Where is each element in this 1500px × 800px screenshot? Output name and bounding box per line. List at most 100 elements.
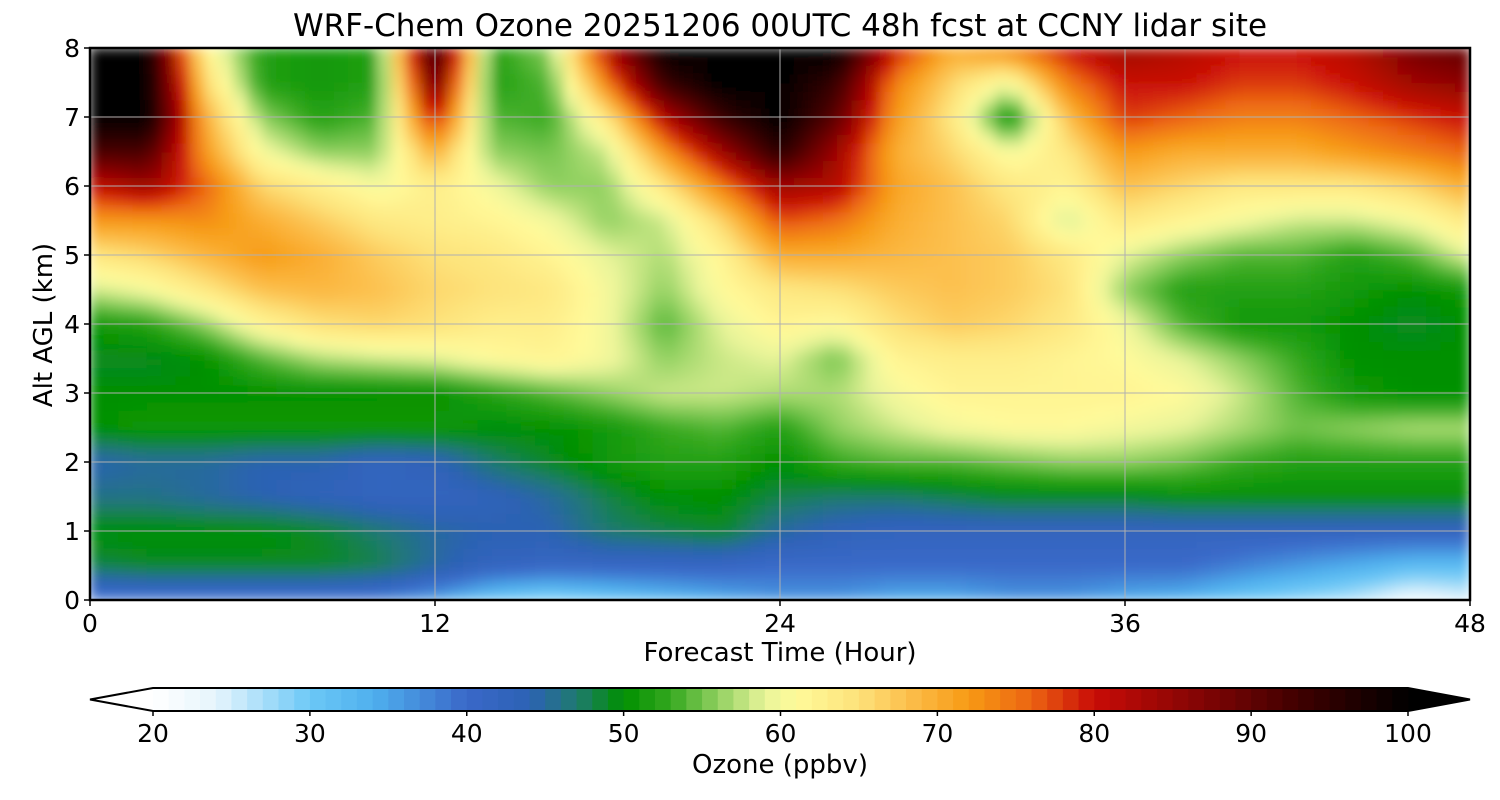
ozone-cell bbox=[1124, 470, 1140, 480]
ozone-cell bbox=[1066, 245, 1083, 256]
ozone-cell bbox=[908, 401, 925, 411]
ozone-cell bbox=[765, 392, 781, 403]
ozone-cell bbox=[333, 418, 350, 429]
ozone-cell bbox=[635, 521, 652, 532]
ozone-cell bbox=[923, 401, 939, 411]
ozone-cell bbox=[808, 280, 824, 291]
ozone-cell bbox=[851, 64, 867, 75]
ozone-cell bbox=[463, 133, 479, 144]
ozone-cell bbox=[506, 237, 522, 247]
ozone-cell bbox=[765, 159, 781, 170]
ozone-cell bbox=[664, 314, 680, 325]
ozone-cell bbox=[405, 90, 422, 101]
ozone-cell bbox=[664, 461, 680, 472]
ozone-cell bbox=[1110, 452, 1126, 463]
ozone-cell bbox=[664, 150, 680, 161]
ozone-cell bbox=[650, 168, 666, 178]
ozone-cell bbox=[146, 314, 163, 325]
ozone-cell bbox=[721, 107, 738, 118]
ozone-cell bbox=[90, 194, 105, 204]
ozone-cell bbox=[118, 194, 134, 204]
ozone-cell bbox=[894, 288, 910, 299]
ozone-cell bbox=[779, 349, 795, 360]
ozone-cell bbox=[1009, 159, 1025, 170]
ozone-cell bbox=[535, 288, 551, 299]
ozone-cell bbox=[520, 297, 537, 308]
ozone-cell bbox=[1110, 219, 1126, 230]
ozone-cell bbox=[880, 228, 896, 239]
ozone-cell bbox=[578, 73, 594, 84]
ozone-cell bbox=[233, 349, 249, 360]
ozone-cell bbox=[161, 133, 177, 144]
ozone-cell bbox=[1066, 194, 1083, 204]
ozone-cell bbox=[362, 340, 379, 351]
ozone-cell bbox=[276, 478, 292, 489]
ozone-cell bbox=[391, 392, 407, 403]
ozone-cell bbox=[880, 556, 896, 567]
ozone-cell bbox=[678, 116, 695, 127]
ozone-cell bbox=[621, 176, 637, 187]
ozone-cell bbox=[894, 487, 910, 498]
ozone-cell bbox=[1095, 185, 1112, 196]
ozone-cell bbox=[678, 90, 695, 101]
ozone-cell bbox=[822, 125, 839, 135]
ozone-cell bbox=[420, 64, 436, 75]
ozone-cell bbox=[376, 245, 393, 256]
ozone-cell bbox=[750, 461, 767, 472]
ozone-cell bbox=[103, 64, 120, 75]
ozone-cell bbox=[276, 254, 292, 265]
ozone-cell bbox=[851, 418, 867, 429]
ozone-cell bbox=[1153, 81, 1169, 92]
ozone-cell bbox=[1138, 470, 1155, 480]
ozone-cell bbox=[822, 539, 839, 549]
ozone-cell bbox=[1081, 435, 1097, 446]
ozone-cell bbox=[520, 573, 537, 584]
ozone-cell bbox=[506, 401, 522, 411]
ozone-cell bbox=[204, 228, 220, 239]
ozone-cell bbox=[1052, 56, 1069, 66]
ozone-cell bbox=[650, 521, 666, 532]
ozone-cell bbox=[391, 401, 407, 411]
ozone-cell bbox=[161, 176, 177, 187]
ozone-cell bbox=[305, 133, 321, 144]
ozone-cell bbox=[1110, 202, 1126, 213]
ozone-cell bbox=[463, 56, 479, 66]
ozone-cell bbox=[146, 556, 163, 567]
ozone-cell bbox=[233, 444, 249, 454]
ozone-cell bbox=[1081, 168, 1097, 178]
ozone-cell bbox=[348, 556, 364, 567]
ozone-cell bbox=[1110, 159, 1126, 170]
ozone-cell bbox=[463, 48, 479, 58]
ozone-cell bbox=[693, 357, 709, 368]
ozone-cell bbox=[233, 383, 249, 394]
ozone-cell bbox=[966, 116, 982, 127]
ozone-cell bbox=[808, 582, 824, 592]
ozone-cell bbox=[1196, 159, 1212, 170]
ozone-cell bbox=[865, 271, 882, 282]
ozone-cell bbox=[491, 383, 508, 394]
ozone-cell bbox=[779, 194, 795, 204]
ozone-cell bbox=[693, 504, 709, 515]
ozone-cell bbox=[1023, 176, 1040, 187]
ozone-cell bbox=[175, 314, 192, 325]
ozone-cell bbox=[348, 375, 364, 385]
ozone-cell bbox=[951, 590, 968, 600]
ozone-cell bbox=[1196, 539, 1212, 549]
ozone-cell bbox=[750, 116, 767, 127]
ozone-cell bbox=[937, 228, 954, 239]
ozone-cell bbox=[995, 323, 1011, 334]
ozone-cell bbox=[118, 314, 134, 325]
ozone-cell bbox=[822, 150, 839, 161]
ozone-cell bbox=[836, 219, 853, 230]
ozone-cell bbox=[448, 444, 465, 454]
ozone-cell bbox=[506, 116, 522, 127]
ozone-cell bbox=[276, 219, 292, 230]
ozone-cell bbox=[463, 418, 479, 429]
ozone-cell bbox=[1110, 547, 1126, 558]
ozone-cell bbox=[951, 435, 968, 446]
ozone-cell bbox=[305, 547, 321, 558]
ozone-cell bbox=[793, 383, 810, 394]
ozone-cell bbox=[836, 73, 853, 84]
ozone-cell bbox=[1081, 590, 1097, 600]
ozone-cell bbox=[118, 133, 134, 144]
